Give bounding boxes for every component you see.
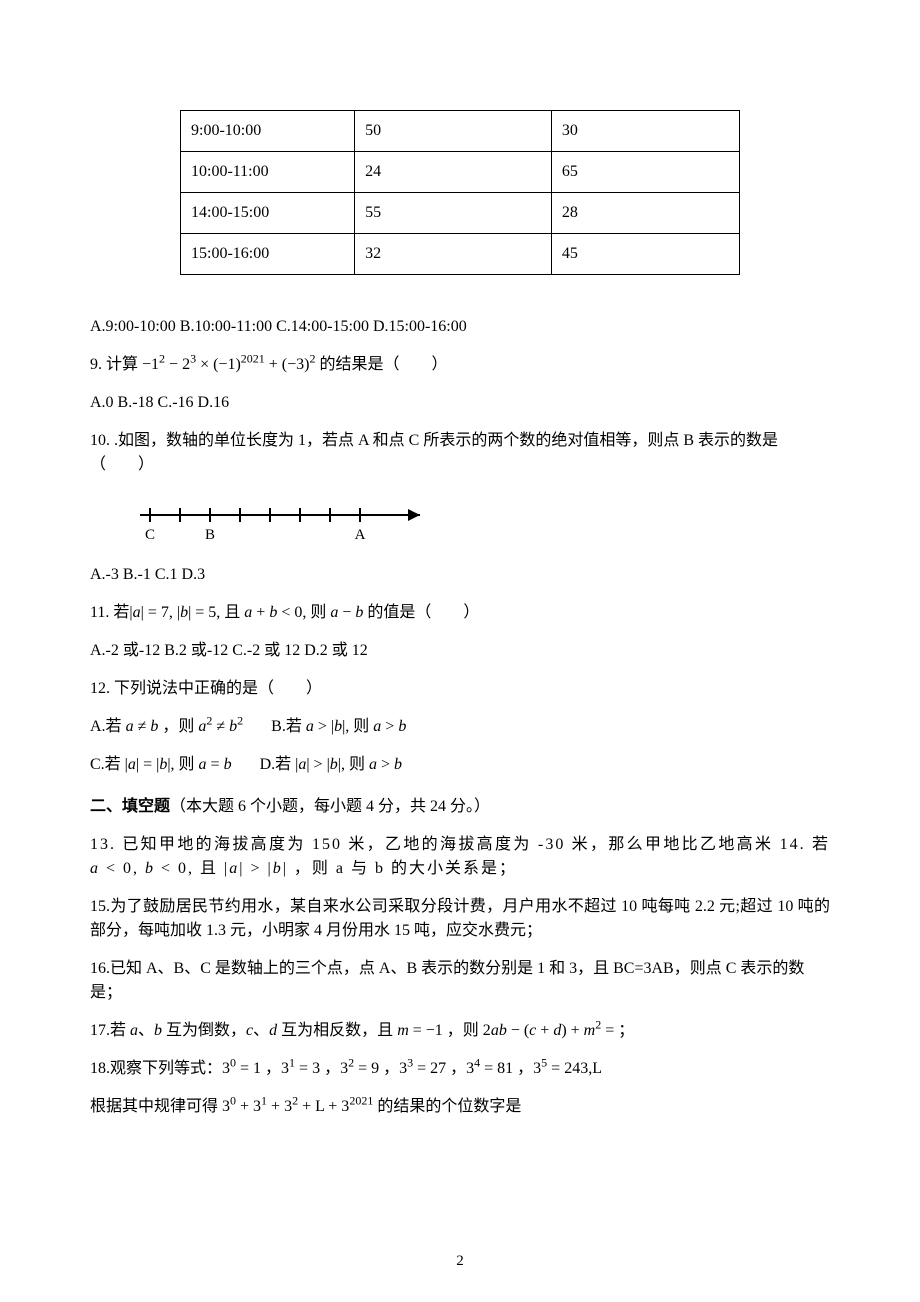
q12-options-row1: A.若 a ≠ b ，则 a2 ≠ b2 B.若 a > |b|, 则 a > … [90,715,830,739]
table-cell: 45 [551,234,739,275]
q13-q14-text: 13. 已知甲地的海拔高度为 150 米，乙地的海拔高度为 -30 米，那么甲地… [90,833,830,881]
number-line-svg: CBA [120,495,440,545]
q11-expression: |a| = 7, |b| = 5, 且 a + b < 0, 则 a − b [129,604,363,621]
q9-suffix: 的结果是（ ） [315,356,447,373]
q12-option-c: C.若 |a| = |b|, 则 a = b [90,756,232,773]
table-cell: 14:00-15:00 [181,193,355,234]
q9-options: A.0 B.-18 C.-16 D.16 [90,391,830,415]
q12-option-a: A.若 a ≠ b ，则 a2 ≠ b2 [90,718,243,735]
table-cell: 10:00-11:00 [181,152,355,193]
q9-prefix: 9. 计算 [90,356,142,373]
q17-text: 17.若 a、b 互为倒数，c、d 互为相反数，且 m = −1 ，则 2ab … [90,1019,830,1043]
svg-text:C: C [145,527,155,543]
number-line-figure: CBA [120,495,830,545]
q18-line2: 根据其中规律可得 30 + 31 + 32 + L + 32021 的结果的个位… [90,1095,830,1119]
q8-options: A.9:00-10:00 B.10:00-11:00 C.14:00-15:00… [90,315,830,339]
table-cell: 30 [551,111,739,152]
table-cell: 15:00-16:00 [181,234,355,275]
section2-subtitle: （本大题 6 个小题，每小题 4 分，共 24 分。） [170,798,490,815]
table-cell: 65 [551,152,739,193]
q9-expression: −12 − 23 × (−1)2021 + (−3)2 [142,356,315,373]
table-cell: 24 [355,152,552,193]
table-cell: 55 [355,193,552,234]
table-row: 9:00-10:005030 [181,111,740,152]
q9-text: 9. 计算 −12 − 23 × (−1)2021 + (−3)2 的结果是（ … [90,353,830,377]
q16-text: 16.已知 A、B、C 是数轴上的三个点，点 A、B 表示的数分别是 1 和 3… [90,957,830,1005]
q11-options: A.-2 或-12 B.2 或-12 C.-2 或 12 D.2 或 12 [90,639,830,663]
table-row: 10:00-11:002465 [181,152,740,193]
table-cell: 28 [551,193,739,234]
section2-title: 二、填空题 [90,798,170,815]
q15-text: 15.为了鼓励居民节约用水，某自来水公司采取分段计费，月户用水不超过 10 吨每… [90,895,830,943]
q18-line1: 18.观察下列等式：30 = 1 ，31 = 3 ，32 = 9 ，33 = 2… [90,1057,830,1081]
section2-heading: 二、填空题（本大题 6 个小题，每小题 4 分，共 24 分。） [90,795,830,819]
svg-text:A: A [355,527,366,543]
q12-option-b: B.若 a > |b|, 则 a > b [271,718,406,735]
table-cell: 32 [355,234,552,275]
q12-text: 12. 下列说法中正确的是（ ） [90,677,830,701]
q11-suffix: 的值是（ ） [363,604,479,621]
svg-text:B: B [205,527,215,543]
q11-text: 11. 若|a| = 7, |b| = 5, 且 a + b < 0, 则 a … [90,601,830,625]
time-data-table: 9:00-10:00503010:00-11:00246514:00-15:00… [180,110,740,275]
q12-option-d: D.若 |a| > |b|, 则 a > b [260,756,402,773]
table-row: 14:00-15:005528 [181,193,740,234]
table-cell: 9:00-10:00 [181,111,355,152]
table-row: 15:00-16:003245 [181,234,740,275]
q12-options-row2: C.若 |a| = |b|, 则 a = b D.若 |a| > |b|, 则 … [90,753,830,777]
page-number: 2 [90,1250,830,1273]
table-cell: 50 [355,111,552,152]
q10-text: 10. .如图，数轴的单位长度为 1，若点 A 和点 C 所表示的两个数的绝对值… [90,429,830,477]
q10-options: A.-3 B.-1 C.1 D.3 [90,563,830,587]
q11-prefix: 11. 若 [90,604,129,621]
